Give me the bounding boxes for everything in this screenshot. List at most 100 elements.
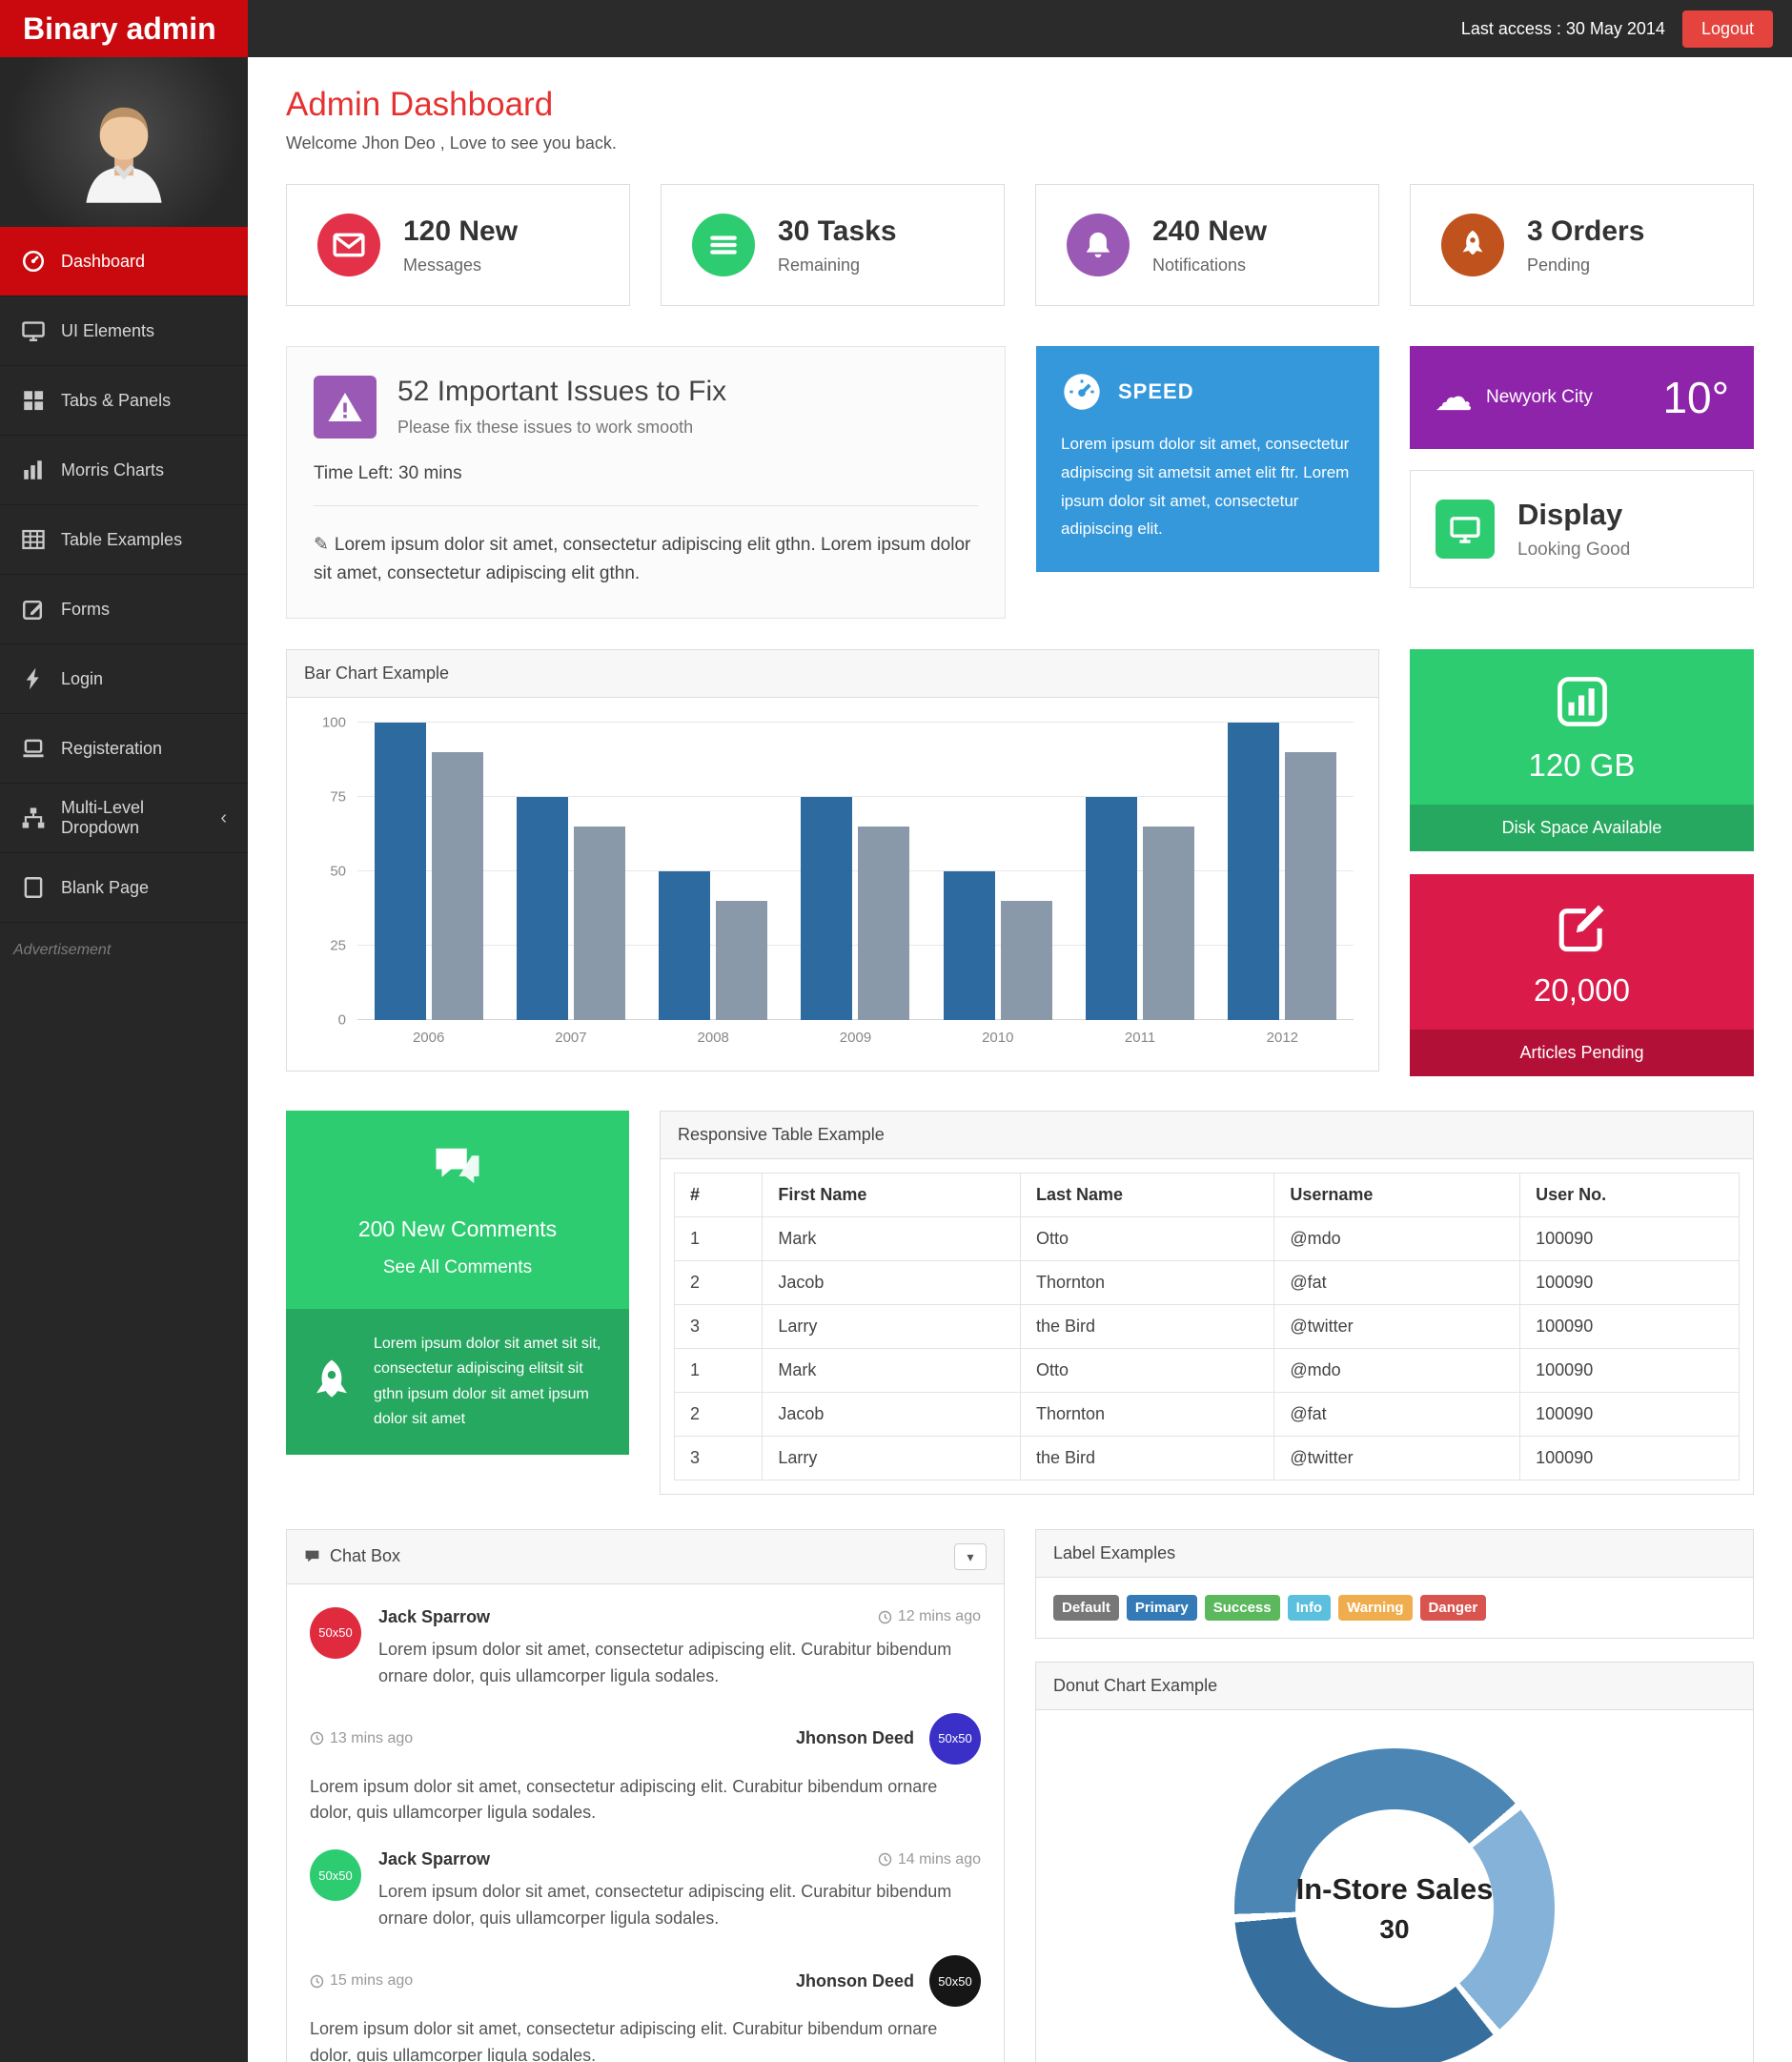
chat-sender-name: Jhonson Deed <box>795 1970 914 1991</box>
logout-button[interactable]: Logout <box>1681 10 1773 48</box>
sidebar-item-label: Forms <box>61 599 110 619</box>
speed-title: SPEED <box>1118 379 1194 403</box>
chat-timestamp: 13 mins ago <box>310 1730 413 1747</box>
advertisement-label: Advertisement <box>13 942 112 958</box>
table-cell: 3 <box>673 1435 764 1480</box>
sidebar-item-label: Dashboard <box>61 251 146 271</box>
rocket-icon <box>316 1359 347 1398</box>
articles-pending-label: Articles Pending <box>1410 1029 1754 1076</box>
bar-chart-icon <box>24 460 42 480</box>
gridline <box>357 944 1354 946</box>
chat-collapse-button[interactable]: ▾ <box>954 1542 987 1570</box>
table-cell: the Bird <box>1020 1435 1275 1480</box>
chat-message-text: Lorem ipsum dolor sit amet, consectetur … <box>310 1776 938 1823</box>
bar <box>1228 722 1280 1020</box>
sidebar-item-table-examples[interactable]: Table Examples <box>0 505 248 575</box>
stat-label: Messages <box>403 255 482 275</box>
chat-box-title: Chat Box <box>330 1546 401 1566</box>
chat-message-text: Lorem ipsum dolor sit amet, consectetur … <box>378 1882 952 1929</box>
x-axis-tick: 2007 <box>555 1029 587 1046</box>
issues-note: ✎ Lorem ipsum dolor sit amet, consectetur… <box>314 535 971 584</box>
display-panel: Display Looking Good <box>1410 470 1754 588</box>
label-badge: Info <box>1287 1594 1332 1621</box>
sidebar-item-morris-charts[interactable]: Morris Charts <box>0 436 248 505</box>
disk-space-value: 120 GB <box>1528 746 1636 783</box>
sidebar-item-ui-elements[interactable]: UI Elements <box>0 296 248 366</box>
donut-chart: In-Store Sales 30 <box>1234 1747 1555 2062</box>
stat-value: 120 New <box>403 214 519 247</box>
label-badge: Default <box>1053 1594 1119 1621</box>
stat-label: Notifications <box>1152 255 1247 275</box>
donut-center-label: In-Store Sales <box>1295 1871 1494 1906</box>
bar <box>374 722 426 1020</box>
articles-pending-value: 20,000 <box>1534 971 1630 1008</box>
chat-box-panel: Chat Box ▾ 50x50 Jack Sparrow <box>286 1528 1005 2062</box>
bar <box>1143 826 1195 1020</box>
see-all-comments-link[interactable]: See All Comments <box>382 1256 533 1277</box>
column-header: Username <box>1273 1172 1521 1217</box>
bar <box>1285 751 1337 1020</box>
table-cell: Mark <box>762 1215 1022 1261</box>
issues-subtitle: Please fix these issues to work smooth <box>397 418 694 437</box>
table-cell: 100090 <box>1519 1435 1740 1480</box>
x-axis-tick: 2011 <box>1124 1029 1156 1046</box>
table-panel-title: Responsive Table Example <box>661 1111 1753 1159</box>
y-axis-tick: 50 <box>330 863 346 880</box>
table-cell: 2 <box>673 1259 764 1305</box>
label-badge: Success <box>1204 1594 1280 1621</box>
sidebar-item-dashboard[interactable]: Dashboard <box>0 227 248 296</box>
sidebar-item-label: UI Elements <box>61 320 155 340</box>
stat-value: 240 New <box>1152 214 1268 247</box>
sidebar-item-registeration[interactable]: Registeration <box>0 714 248 784</box>
sidebar-item-tabs-panels[interactable]: Tabs & Panels <box>0 366 248 436</box>
stat-label: Remaining <box>778 255 861 275</box>
bar-group <box>1086 723 1195 1020</box>
table-cell: Otto <box>1020 1347 1275 1393</box>
bolt-icon <box>26 667 39 690</box>
bar <box>1086 796 1138 1020</box>
table-cell: Jacob <box>762 1391 1022 1437</box>
table-cell: Larry <box>762 1303 1022 1349</box>
comments-text: Lorem ipsum dolor sit amet sit sit, cons… <box>374 1335 601 1427</box>
table-header-row: # First Name Last Name Username User No. <box>673 1172 1740 1217</box>
avatar: 50x50 <box>310 1849 361 1902</box>
x-axis-tick: 2010 <box>982 1029 1014 1046</box>
display-monitor-icon <box>1436 500 1495 559</box>
sidebar-item-blank-page[interactable]: Blank Page <box>0 853 248 923</box>
bar <box>716 900 768 1020</box>
clock-icon <box>310 1731 324 1746</box>
sidebar-item-forms[interactable]: Forms <box>0 575 248 644</box>
gridline <box>357 795 1354 797</box>
clock-icon <box>310 1974 324 1988</box>
table-row: 2 Jacob Thornton @fat 100090 <box>673 1391 1740 1437</box>
last-access-text: Last access : 30 May 2014 <box>1460 18 1665 38</box>
table-panel: Responsive Table Example # First Name La… <box>660 1110 1754 1495</box>
table-cell: Jacob <box>762 1259 1022 1305</box>
page-title: Admin Dashboard <box>286 86 554 123</box>
sidebar-item-login[interactable]: Login <box>0 644 248 714</box>
donut-chart-title: Donut Chart Example <box>1036 1662 1753 1710</box>
bar-chart-plot <box>357 721 1354 1020</box>
table-icon <box>22 529 45 550</box>
row-issues-speed-weather: 52 Important Issues to Fix Please fix th… <box>286 346 1754 619</box>
compose-icon <box>1555 905 1610 958</box>
chat-messages: 50x50 Jack Sparrow 12 mins ago Lorem ips… <box>287 1584 1004 2062</box>
bar-group <box>374 722 483 1020</box>
stat-card-orders: 3 Orders Pending <box>1410 184 1754 306</box>
label-badge: Warning <box>1338 1594 1413 1621</box>
bar <box>659 870 711 1020</box>
comments-icon <box>436 1148 479 1183</box>
bar-chart-panel-title: Bar Chart Example <box>287 649 1378 698</box>
user-avatar <box>0 57 248 227</box>
dashboard-icon <box>22 250 45 273</box>
chat-message: 50x50 Jack Sparrow 12 mins ago Lorem ips… <box>310 1606 981 1690</box>
table-cell: @fat <box>1273 1259 1521 1305</box>
table-cell: Mark <box>762 1347 1022 1393</box>
row-chat-labels-donut: Chat Box ▾ 50x50 Jack Sparrow <box>286 1528 1754 2062</box>
chevron-left-icon: ‹ <box>220 806 227 828</box>
bar <box>858 826 910 1020</box>
sidebar-item-multi-level-dropdown[interactable]: Multi-Level Dropdown ‹ <box>0 784 248 853</box>
page-subtitle: Welcome Jhon Deo , Love to see you back. <box>286 133 617 153</box>
sitemap-icon <box>22 807 45 828</box>
sidebar-item-label: Multi-Level Dropdown <box>61 798 145 837</box>
